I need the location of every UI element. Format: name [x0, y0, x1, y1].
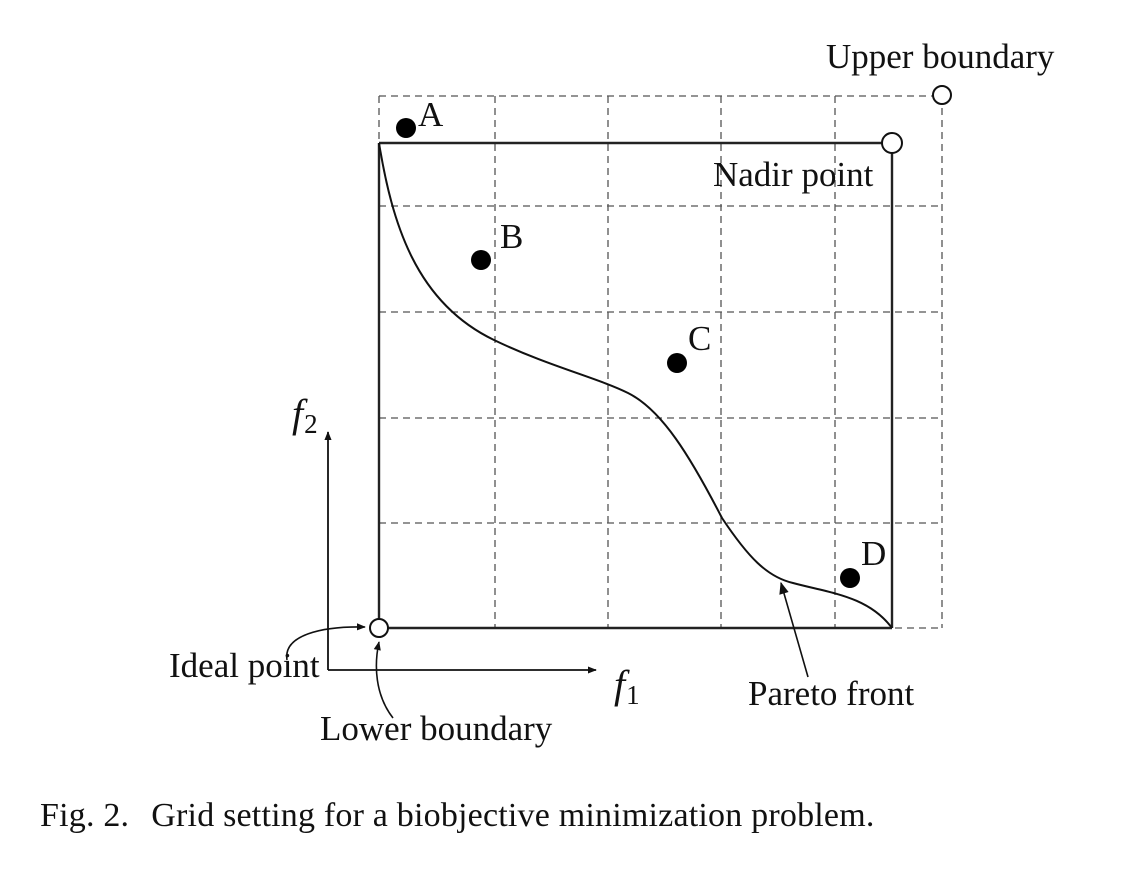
upper-boundary-label: Upper boundary	[826, 37, 1055, 76]
point-label-c: C	[688, 319, 711, 358]
caption-text: Grid setting for a biobjective minimizat…	[151, 797, 875, 834]
ideal-nadir-box	[377, 141, 894, 630]
objective-axes	[324, 431, 597, 674]
lower-boundary-label: Lower boundary	[320, 709, 553, 748]
nadir-point	[881, 132, 903, 154]
lower-boundary-pointer	[373, 641, 394, 719]
point-label-b: B	[500, 217, 523, 256]
pareto-front-label: Pareto front	[748, 674, 914, 713]
nadir-point-label: Nadir point	[713, 155, 874, 194]
pareto-front-curve	[378, 142, 893, 629]
solution-point-c	[667, 353, 687, 373]
solution-point-d	[840, 568, 860, 588]
f2-axis-label: f2	[292, 391, 318, 439]
point-label-d: D	[861, 534, 886, 573]
ideal-point-pointer	[286, 623, 366, 661]
f2-axis-subscript: 2	[304, 409, 318, 439]
upper-boundary-point	[932, 85, 952, 105]
ideal-point-label: Ideal point	[169, 646, 320, 685]
solution-point-a	[396, 118, 416, 138]
solution-point-b	[471, 250, 491, 270]
f1-axis-label: f1	[614, 662, 640, 710]
pareto-front-pointer	[779, 581, 809, 678]
ideal-point	[369, 618, 389, 638]
f1-axis-subscript: 1	[626, 680, 640, 710]
point-label-a: A	[418, 95, 444, 134]
figure-caption: Fig. 2. Grid setting for a biobjective mi…	[40, 797, 1120, 835]
figure-number: Fig. 2.	[40, 797, 130, 834]
